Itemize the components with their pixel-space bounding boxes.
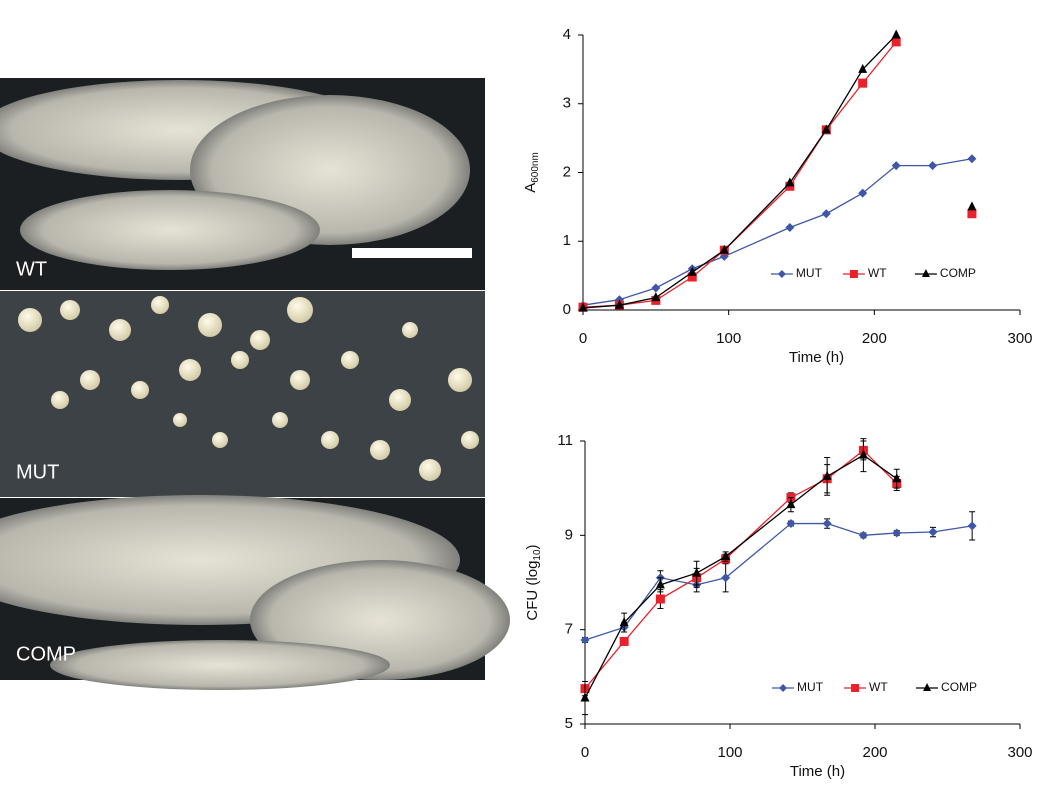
legend-marker [923,683,932,691]
panel-label: MUT [16,461,59,483]
marker [858,449,868,459]
marker [614,299,624,309]
marker [858,78,868,88]
y-axis-label: CFU (log10) [524,544,543,620]
x-axis-label: Time (h) [790,763,845,780]
series-line [584,522,973,641]
marker [858,188,868,198]
series-line [583,35,972,308]
marker [692,567,702,577]
marker [785,223,795,232]
y-tick-label: 9 [565,526,573,543]
marker [821,124,831,134]
legend-marker [779,684,788,692]
y-tick-label: 2 [563,163,571,180]
legend-label: COMP [940,266,976,280]
marker [578,302,588,312]
marker [687,272,697,282]
marker [967,201,977,211]
legend-label: WT [868,266,887,280]
x-tick-label: 200 [862,744,887,761]
marker [892,528,902,538]
marker [580,692,590,702]
marker [619,617,629,627]
marker [785,177,795,187]
y-tick-label: 3 [563,95,571,112]
legend-label: MUT [796,266,823,280]
marker [651,283,661,293]
marker [858,63,868,73]
marker [891,161,901,171]
marker [892,473,902,483]
y-axis-label: A600nm [522,152,541,193]
colony-beads [18,296,479,481]
x-tick-label: 0 [579,330,587,347]
y-label-part: 600nm [530,152,541,183]
marker [928,527,938,537]
marker [822,470,832,480]
x-tick-label: 300 [1007,744,1032,761]
y-label-part: ) [524,544,541,549]
y-tick-label: 11 [557,432,573,449]
marker [655,594,665,604]
legend-label: WT [869,680,888,694]
legend-marker [921,269,930,277]
y-tick-label: 0 [563,301,571,318]
series-line [583,42,972,307]
x-tick-label: 100 [717,744,742,761]
colony [20,190,320,270]
panel-label: COMP [16,643,76,665]
y-label-part: 10 [532,549,543,561]
marker [891,37,901,47]
marker [891,29,901,39]
y-tick-label: 7 [565,621,573,638]
marker [858,530,868,540]
panel-label: WT [16,258,47,280]
marker [719,244,729,254]
y-tick-label: 4 [563,26,571,43]
marker [721,551,731,561]
marker [928,161,938,171]
series-line [584,454,898,699]
marker [967,521,977,531]
legend-marker [849,270,858,278]
x-axis-label: Time (h) [789,349,844,366]
y-tick-label: 1 [563,232,571,249]
marker [786,519,796,529]
marker [619,636,629,646]
legend-label: COMP [941,680,977,694]
marker [822,519,832,529]
y-label-part: A [522,183,539,193]
marker [655,579,665,589]
marker [580,635,590,645]
marker [967,209,977,219]
x-tick-label: 200 [862,330,887,347]
legend-label: MUT [797,680,824,694]
marker [651,292,661,302]
marker [687,266,697,276]
marker [786,499,796,509]
y-tick-label: 5 [565,715,573,732]
x-tick-label: 300 [1007,330,1032,347]
marker [967,154,977,164]
colony [50,640,390,690]
legend-marker [851,684,860,692]
series-line [584,449,898,690]
legend-marker [777,270,786,278]
photo-mut [0,291,485,497]
x-tick-label: 100 [716,330,741,347]
photo-panels: WT MUT COMP [0,78,510,690]
marker [721,573,731,583]
marker [821,209,831,219]
x-tick-label: 0 [581,744,589,761]
scale-bar [352,248,472,258]
y-label-part: CFU (log [524,561,541,621]
series-line [582,158,973,306]
